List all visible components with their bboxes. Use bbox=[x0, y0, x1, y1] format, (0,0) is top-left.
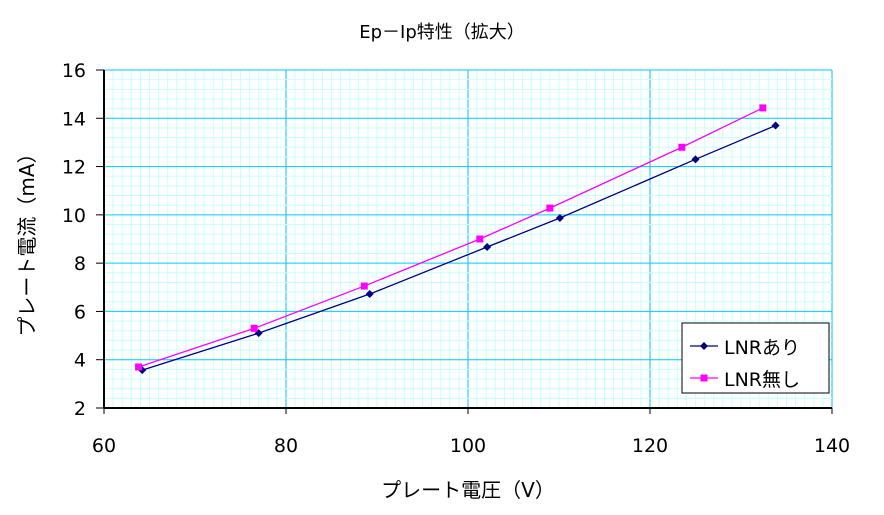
series bbox=[135, 104, 780, 375]
chart-title: Ep－Ip特性（拡大） bbox=[359, 22, 525, 43]
data-point bbox=[476, 235, 484, 243]
data-point bbox=[250, 324, 258, 332]
x-tick-label: 140 bbox=[814, 435, 850, 457]
y-tick-label: 8 bbox=[74, 253, 86, 275]
x-tick-label: 80 bbox=[274, 435, 298, 457]
x-tick-label: 100 bbox=[450, 435, 486, 457]
legend-label: LNR無し bbox=[724, 369, 800, 391]
data-point bbox=[483, 242, 492, 251]
legend: LNRあり LNR無し bbox=[681, 322, 830, 394]
y-tick-label: 4 bbox=[74, 350, 86, 372]
axes: 60 80 100 120 140 2 4 6 8 10 12 14 16 bbox=[62, 60, 850, 457]
x-axis-label: プレート電圧（V） bbox=[381, 478, 555, 502]
y-tick-label: 10 bbox=[62, 205, 86, 227]
data-point bbox=[360, 282, 368, 290]
data-point bbox=[759, 104, 767, 112]
x-tick-label: 120 bbox=[632, 435, 668, 457]
y-axis-label: プレート電流（mA） bbox=[15, 143, 39, 336]
y-tick-label: 14 bbox=[62, 108, 86, 130]
data-point bbox=[555, 213, 564, 222]
legend-label: LNRあり bbox=[724, 337, 800, 359]
legend-marker bbox=[700, 374, 708, 382]
data-point bbox=[546, 204, 554, 212]
y-tick-label: 12 bbox=[62, 157, 86, 179]
data-point bbox=[691, 155, 700, 164]
data-point bbox=[135, 363, 143, 371]
y-tick-label: 2 bbox=[74, 398, 86, 420]
grid bbox=[103, 69, 833, 409]
x-tick-label: 60 bbox=[92, 435, 116, 457]
y-tick-label: 6 bbox=[74, 301, 86, 323]
data-point bbox=[678, 143, 686, 151]
y-tick-label: 16 bbox=[62, 60, 86, 82]
data-point bbox=[365, 290, 374, 299]
data-point bbox=[771, 121, 780, 130]
legend-marker bbox=[700, 342, 708, 350]
